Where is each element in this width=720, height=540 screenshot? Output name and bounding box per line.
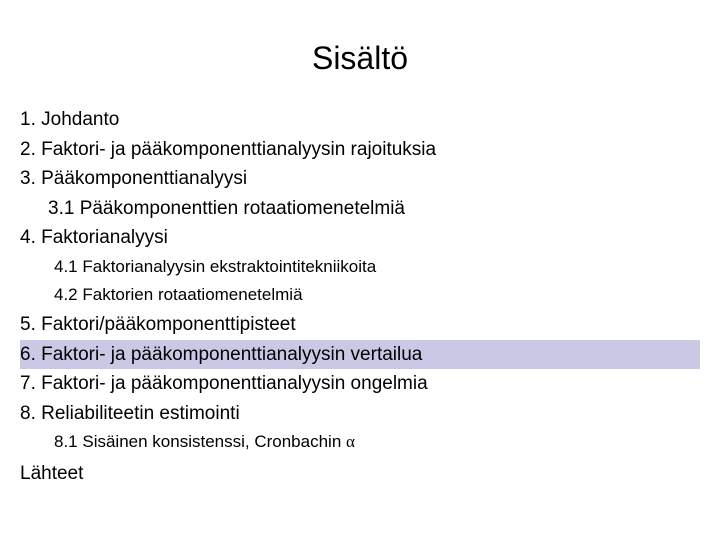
toc-item-3: 3. Pääkomponenttianalyysi bbox=[20, 164, 700, 194]
toc-item-8-1: 8.1 Sisäinen konsistenssi, Cronbachin α bbox=[20, 428, 700, 457]
slide-title: Sisältö bbox=[20, 40, 700, 77]
toc-item-7: 7. Faktori- ja pääkomponenttianalyysin o… bbox=[20, 369, 700, 399]
toc-item-8: 8. Reliabiliteetin estimointi bbox=[20, 399, 700, 429]
references-label: Lähteet bbox=[20, 457, 700, 485]
toc-item-6-highlighted: 6. Faktori- ja pääkomponenttianalyysin v… bbox=[20, 340, 700, 370]
toc-item-4-2: 4.2 Faktorien rotaatiomenetelmiä bbox=[20, 281, 700, 310]
toc-item-8-1-text: 8.1 Sisäinen konsistenssi, Cronbachin bbox=[54, 432, 346, 451]
table-of-contents: 1. Johdanto 2. Faktori- ja pääkomponentt… bbox=[20, 105, 700, 457]
slide: Sisältö 1. Johdanto 2. Faktori- ja pääko… bbox=[0, 0, 720, 540]
toc-item-1: 1. Johdanto bbox=[20, 105, 700, 135]
toc-item-4: 4. Faktorianalyysi bbox=[20, 223, 700, 253]
toc-item-2: 2. Faktori- ja pääkomponenttianalyysin r… bbox=[20, 135, 700, 165]
toc-item-5: 5. Faktori/pääkomponenttipisteet bbox=[20, 310, 700, 340]
toc-item-3-1: 3.1 Pääkomponenttien rotaatiomenetelmiä bbox=[20, 194, 700, 224]
alpha-symbol: α bbox=[346, 432, 355, 451]
toc-item-4-1: 4.1 Faktorianalyysin ekstraktointiteknii… bbox=[20, 253, 700, 282]
